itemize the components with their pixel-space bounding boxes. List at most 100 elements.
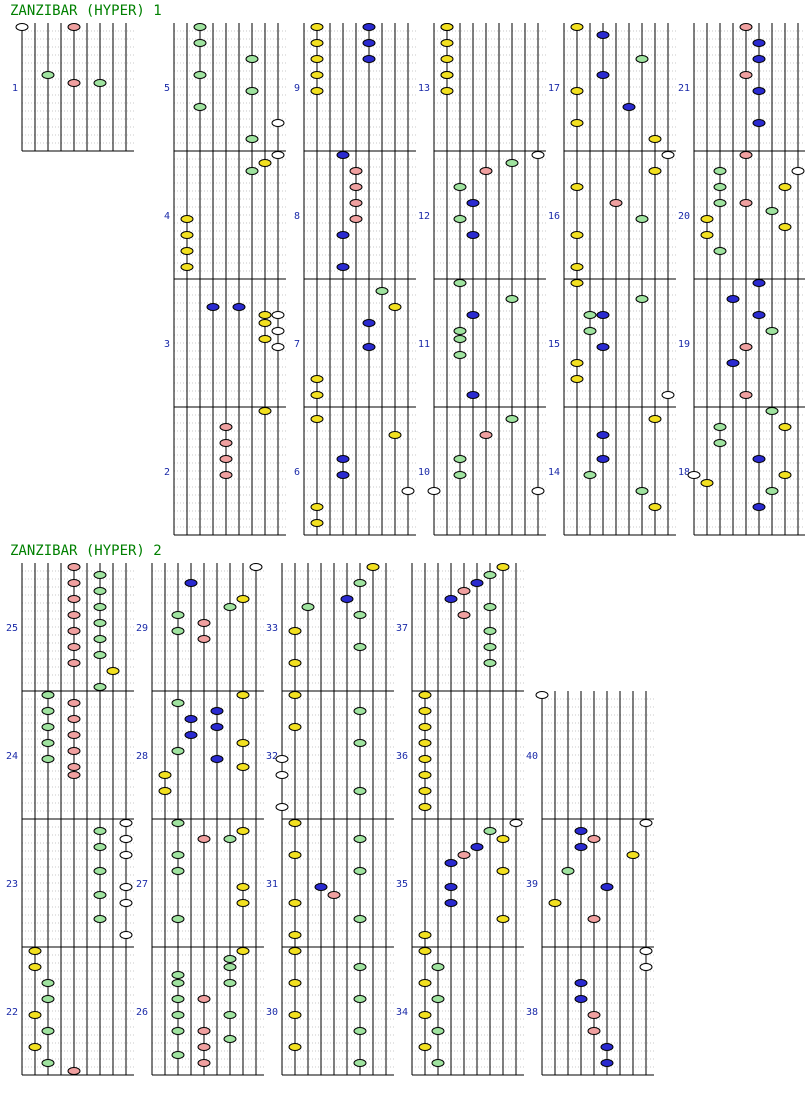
note-red [67, 747, 81, 755]
note-green [431, 995, 445, 1003]
measure-10: 10 [418, 407, 546, 536]
note-blue [444, 883, 458, 891]
note-yellow [648, 167, 662, 175]
note-green [483, 603, 497, 611]
note-red [67, 563, 81, 571]
measure-2: 2 [164, 407, 286, 536]
note-yellow [288, 979, 302, 987]
measure-36: 36 [396, 691, 524, 820]
note-white [119, 883, 133, 891]
note-yellow [366, 563, 380, 571]
measure-4: 4 [164, 151, 286, 280]
measure-number: 12 [418, 211, 430, 222]
measure-22: 22 [6, 947, 134, 1076]
note-yellow [570, 87, 584, 95]
note-green [765, 487, 779, 495]
note-blue [362, 23, 376, 31]
note-blue [600, 883, 614, 891]
measure-number: 1 [12, 83, 18, 94]
note-blue [444, 859, 458, 867]
note-red [67, 79, 81, 87]
measure-23: 23 [6, 819, 134, 948]
note-green [223, 1011, 237, 1019]
note-green [171, 867, 185, 875]
note-blue [184, 731, 198, 739]
note-yellow [648, 415, 662, 423]
note-white [119, 931, 133, 939]
measure-35: 35 [396, 819, 524, 948]
note-yellow [288, 723, 302, 731]
measure-21: 21 [678, 23, 805, 152]
note-yellow [778, 471, 792, 479]
note-green [41, 755, 55, 763]
note-blue [466, 231, 480, 239]
note-green [41, 979, 55, 987]
measure-6: 6 [294, 407, 416, 536]
measure-28: 28 [136, 691, 264, 820]
note-green [93, 571, 107, 579]
note-green [561, 867, 575, 875]
measure-16: 16 [548, 151, 676, 280]
note-green [453, 455, 467, 463]
note-yellow [418, 755, 432, 763]
note-red [67, 611, 81, 619]
note-yellow [288, 899, 302, 907]
note-green [765, 207, 779, 215]
measure-number: 30 [266, 1007, 278, 1018]
note-red [327, 891, 341, 899]
note-green [171, 699, 185, 707]
note-green [193, 39, 207, 47]
note-yellow [236, 763, 250, 771]
note-yellow [288, 659, 302, 667]
note-white [687, 471, 701, 479]
measure-number: 16 [548, 211, 560, 222]
note-yellow [288, 627, 302, 635]
note-blue [362, 55, 376, 63]
note-blue [184, 715, 198, 723]
measure-number: 35 [396, 879, 408, 890]
note-blue [336, 151, 350, 159]
note-yellow [440, 55, 454, 63]
note-red [219, 471, 233, 479]
note-yellow [570, 183, 584, 191]
note-green [171, 1027, 185, 1035]
note-green [301, 603, 315, 611]
note-white [275, 771, 289, 779]
note-yellow [180, 247, 194, 255]
note-white [119, 819, 133, 827]
note-yellow [440, 71, 454, 79]
note-yellow [570, 279, 584, 287]
note-blue [206, 303, 220, 311]
note-blue [362, 39, 376, 47]
section-title-2: ZANZIBAR (HYPER) 2 [10, 543, 162, 559]
note-green [713, 423, 727, 431]
note-red [739, 151, 753, 159]
measure-number: 31 [266, 879, 278, 890]
note-blue [340, 595, 354, 603]
note-red [739, 343, 753, 351]
note-yellow [496, 915, 510, 923]
measure-number: 9 [294, 83, 300, 94]
measure-number: 10 [418, 467, 430, 478]
measure-3: 3 [164, 279, 286, 408]
note-blue [752, 55, 766, 63]
measure-13: 13 [418, 23, 546, 152]
note-green [245, 87, 259, 95]
measure-8: 8 [294, 151, 416, 280]
measure-38: 38 [526, 947, 654, 1076]
note-red [587, 1011, 601, 1019]
note-white [271, 151, 285, 159]
measure-31: 31 [266, 819, 394, 948]
note-green [431, 1059, 445, 1067]
note-blue [336, 471, 350, 479]
note-green [93, 587, 107, 595]
measure-14: 14 [548, 407, 676, 536]
note-yellow [236, 827, 250, 835]
note-green [171, 979, 185, 987]
note-yellow [418, 707, 432, 715]
note-blue [362, 319, 376, 327]
note-yellow [158, 787, 172, 795]
note-blue [574, 995, 588, 1003]
measure-number: 26 [136, 1007, 148, 1018]
note-green [505, 159, 519, 167]
